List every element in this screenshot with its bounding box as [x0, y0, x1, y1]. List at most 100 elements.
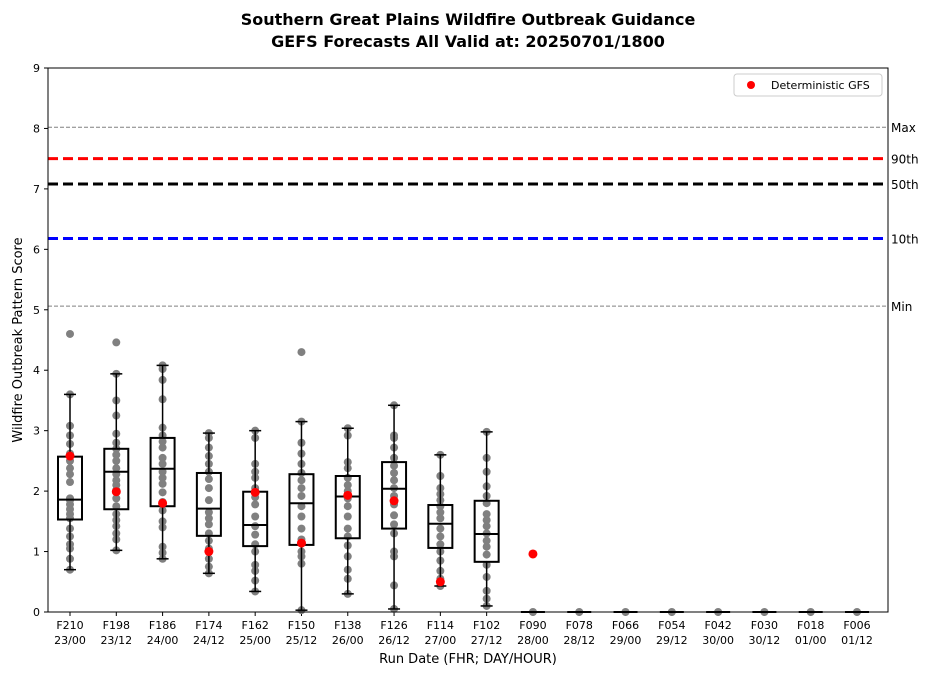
ensemble-member-point — [436, 532, 445, 541]
plot-area: Max 90th 50th 10th Min 0 1 2 3 4 5 6 7 8 9 F210 23/00 F19… — [33, 62, 919, 647]
deterministic-gfs-point — [158, 498, 168, 508]
ensemble-member-point — [390, 468, 399, 477]
x-tick-label-date: 28/00 — [517, 634, 549, 647]
box-iqr — [427, 504, 454, 549]
x-tick-label-fhr: F138 — [334, 619, 361, 632]
y-tick-label: 4 — [33, 364, 40, 377]
deterministic-gfs-point — [296, 538, 306, 548]
ensemble-member-point — [66, 470, 74, 479]
ensemble-member-point — [297, 491, 306, 500]
ensemble-member-point — [297, 512, 306, 521]
ensemble-member-point — [390, 520, 399, 529]
legend-label: Deterministic GFS — [771, 79, 870, 92]
y-tick-label: 9 — [33, 62, 40, 75]
climatology-label-min: Min — [891, 300, 912, 314]
x-tick-label-fhr: F150 — [288, 619, 315, 632]
x-tick-label-fhr: F030 — [751, 619, 778, 632]
ensemble-member-point — [297, 348, 306, 357]
x-tick-label-fhr: F126 — [380, 619, 407, 632]
ensemble-member-point — [204, 508, 213, 517]
x-tick-label-fhr: F018 — [797, 619, 824, 632]
ensemble-member-point — [112, 494, 121, 503]
x-tick-label-date: 30/00 — [702, 634, 734, 647]
ensemble-member-point — [66, 478, 74, 487]
ensemble-member-point — [112, 502, 121, 511]
ensemble-member-point — [297, 502, 306, 511]
x-tick-label-fhr: F066 — [612, 619, 639, 632]
chart-title-line1: Southern Great Plains Wildfire Outbreak … — [241, 10, 696, 29]
ensemble-member-point — [482, 536, 491, 545]
ensemble-member-point — [66, 464, 74, 473]
x-tick-label-fhr: F174 — [195, 619, 222, 632]
y-axis-label: Wildfire Outbreak Pattern Score — [11, 237, 26, 442]
x-tick-label-date: 29/12 — [656, 634, 688, 647]
ensemble-member-point — [158, 459, 167, 468]
box-iqr — [334, 475, 361, 540]
deterministic-gfs-point — [528, 549, 538, 559]
ensemble-member-point — [343, 512, 352, 521]
y-tick-label: 1 — [33, 546, 40, 559]
x-tick-label-date: 25/12 — [286, 634, 318, 647]
ensemble-member-point — [343, 524, 352, 533]
ensemble-member-point — [436, 540, 445, 549]
x-tick-label-date: 23/12 — [100, 634, 132, 647]
ensemble-member-point — [158, 437, 167, 446]
ensemble-member-point — [204, 514, 213, 523]
x-tick-label-fhr: F078 — [566, 619, 593, 632]
box-iqr — [381, 461, 408, 530]
ensemble-member-point — [436, 514, 445, 523]
ensemble-member-point — [158, 453, 167, 462]
ensemble-member-point — [112, 338, 121, 347]
x-tick-label-date: 01/12 — [841, 634, 873, 647]
x-tick-label-fhr: F198 — [103, 619, 130, 632]
x-tick-label-date: 24/12 — [193, 634, 225, 647]
ensemble-member-point — [343, 502, 352, 511]
x-tick-label-date: 29/00 — [610, 634, 642, 647]
deterministic-gfs-point — [343, 490, 353, 500]
legend: Deterministic GFS — [733, 73, 883, 97]
box-iqr — [103, 447, 130, 511]
ensemble-member-point — [158, 479, 167, 488]
x-tick-label-fhr: F006 — [843, 619, 870, 632]
ensemble-member-point — [204, 496, 213, 505]
ensemble-member-point — [390, 476, 399, 485]
x-tick-label-date: 26/00 — [332, 634, 364, 647]
x-tick-label-fhr: F102 — [473, 619, 500, 632]
x-tick-label-date: 27/12 — [471, 634, 503, 647]
deterministic-gfs-point — [204, 547, 214, 557]
ensemble-member-point — [436, 524, 445, 533]
ensemble-member-point — [112, 476, 121, 485]
ensemble-member-point — [204, 520, 213, 529]
ensemble-member-point — [158, 473, 167, 482]
x-tick-label-date: 27/00 — [425, 634, 457, 647]
deterministic-gfs-point — [389, 496, 399, 506]
ensemble-member-point — [112, 456, 121, 465]
climatology-label-50th: 50th — [891, 178, 919, 192]
x-tick-label-fhr: F114 — [427, 619, 454, 632]
ensemble-member-point — [251, 512, 260, 521]
climatology-label-90th: 90th — [891, 153, 919, 167]
deterministic-gfs-point — [65, 451, 75, 461]
y-tick-label: 2 — [33, 485, 40, 498]
x-tick-label-fhr: F186 — [149, 619, 176, 632]
ensemble-member-point — [251, 500, 260, 509]
y-tick-label: 6 — [33, 243, 40, 256]
x-tick-label-date: 28/12 — [563, 634, 595, 647]
x-tick-label-date: 24/00 — [147, 634, 179, 647]
ensemble-member-point — [482, 522, 491, 531]
ensemble-member-point — [297, 476, 306, 485]
ensemble-member-point — [112, 464, 121, 473]
deterministic-gfs-point — [250, 487, 260, 497]
y-tick-label: 5 — [33, 304, 40, 317]
x-tick-label-date: 26/12 — [378, 634, 410, 647]
y-tick-label: 7 — [33, 183, 40, 196]
y-tick-label: 8 — [33, 122, 40, 135]
ensemble-member-point — [158, 488, 167, 497]
legend-marker — [747, 81, 755, 89]
ensemble-member-point — [251, 530, 260, 539]
y-tick-label: 3 — [33, 425, 40, 438]
climatology-label-max: Max — [891, 121, 916, 135]
ensemble-member-point — [482, 550, 491, 559]
ensemble-member-point — [66, 494, 74, 503]
